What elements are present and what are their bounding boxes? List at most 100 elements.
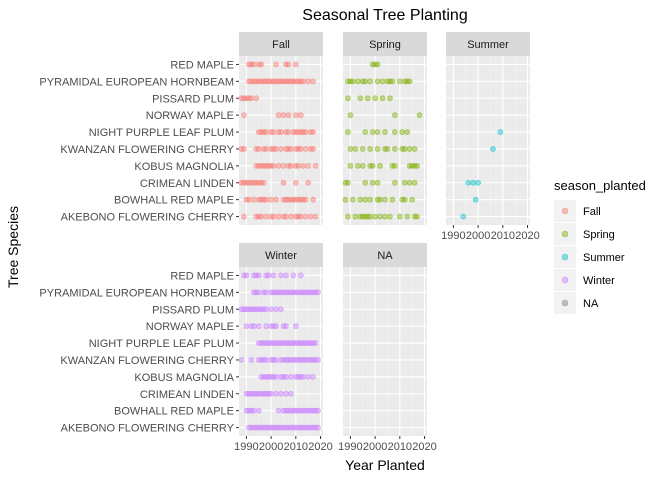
point-spring-pissard-plum-2000: [372, 95, 379, 102]
point-winter-pyramidal-european-hornbeam-1998: [263, 289, 270, 296]
point-winter-akebono-flowering-cherry-2019: [315, 424, 321, 431]
point-spring-akebono-flowering-cherry-2002: [377, 213, 383, 220]
point-spring-kwanzan-flowering-cherry-1998: [367, 146, 374, 152]
point-spring-crimean-linden-1989: [345, 179, 351, 186]
point-winter-red-maple-2001: [270, 272, 277, 279]
strip-label-summer: Summer: [467, 39, 509, 51]
point-spring-night-purple-leaf-plum-1989: [345, 129, 351, 135]
y-tick-label-norway-maple: NORWAY MAPLE: [146, 321, 234, 333]
point-winter-kobus-magnolia-2008: [287, 373, 294, 380]
point-fall-kwanzan-flowering-cherry-1995: [255, 146, 262, 152]
x-tick-label-2010: 2010: [491, 230, 515, 242]
point-winter-norway-maple-1998: [263, 323, 270, 330]
point-summer-bowhall-red-maple-1999: [472, 196, 479, 203]
point-winter-red-maple-1990: [243, 272, 250, 279]
point-winter-night-purple-leaf-plum-2018: [312, 340, 319, 346]
point-fall-red-maple-1996: [258, 61, 265, 68]
x-tick-label-1990: 1990: [234, 441, 258, 453]
point-fall-red-maple-2010: [292, 61, 299, 68]
point-fall-night-purple-leaf-plum-2001: [270, 129, 277, 135]
y-tick-label-akebono-flowering-cherry: AKEBONO FLOWERING CHERRY: [61, 423, 235, 435]
point-fall-pissard-plum-1992: [248, 95, 255, 102]
point-spring-kobus-magnolia-1995: [359, 162, 366, 169]
point-spring-kwanzan-flowering-cherry-1992: [352, 146, 359, 152]
point-spring-bowhall-red-maple-1998: [367, 196, 374, 203]
legend-key-summer: [554, 246, 576, 268]
panel-background-summer: [446, 56, 530, 225]
point-spring-pissard-plum-2003: [379, 95, 386, 102]
point-fall-red-maple-2007: [285, 61, 292, 68]
point-winter-pissard-plum-1998: [263, 306, 270, 313]
point-fall-kobus-magnolia-2013: [300, 162, 307, 169]
point-spring-pissard-plum-1997: [364, 95, 371, 102]
point-spring-pyramidal-european-hornbeam-1996: [362, 78, 369, 85]
point-fall-kobus-magnolia-2018: [312, 162, 319, 169]
point-spring-night-purple-leaf-plum-2001: [374, 129, 381, 135]
y-tick-label-kwanzan-flowering-cherry: KWANZAN FLOWERING CHERRY: [60, 144, 234, 156]
point-winter-kobus-magnolia-2013: [300, 373, 307, 380]
point-spring-kobus-magnolia-2017: [414, 162, 421, 169]
point-fall-kobus-magnolia-2005: [280, 162, 287, 169]
legend-swatch-winter: [561, 276, 569, 284]
point-spring-crimean-linden-2008: [391, 179, 398, 186]
point-spring-akebono-flowering-cherry-2006: [387, 213, 393, 220]
legend-title: season_planted: [554, 178, 646, 193]
x-tick-label-1990: 1990: [338, 441, 362, 453]
legend-key-fall: [554, 200, 576, 222]
point-winter-crimean-linden-2000: [268, 390, 275, 397]
point-spring-kobus-magnolia-2002: [377, 162, 383, 169]
point-spring-pissard-plum-1989: [345, 95, 351, 102]
point-spring-pyramidal-european-hornbeam-1998: [367, 78, 374, 85]
point-spring-akebono-flowering-cherry-2004: [382, 213, 388, 220]
point-fall-red-maple-2002: [273, 61, 279, 68]
point-spring-norway-maple-2018: [416, 112, 423, 119]
strip-label-fall: Fall: [272, 39, 290, 51]
point-fall-norway-maple-2003: [275, 112, 282, 119]
chart-title: Seasonal Tree Planting: [302, 7, 467, 24]
y-tick-label-kobus-magnolia: KOBUS MAGNOLIA: [134, 372, 234, 384]
y-tick-label-norway-maple: NORWAY MAPLE: [146, 110, 234, 122]
point-winter-crimean-linden-2004: [278, 390, 284, 397]
strip-spring: [343, 32, 427, 56]
y-tick-label-pyramidal-european-hornbeam: PYRAMIDAL EUROPEAN HORNBEAM: [39, 287, 234, 299]
point-fall-crimean-linden-2010: [292, 179, 299, 186]
point-winter-norway-maple-2006: [283, 323, 289, 330]
point-spring-night-purple-leaf-plum-2013: [404, 129, 411, 135]
point-winter-kobus-magnolia-2015: [305, 373, 312, 380]
point-fall-kobus-magnolia-2011: [295, 162, 302, 169]
legend-label-spring: Spring: [583, 229, 615, 241]
point-fall-kwanzan-flowering-cherry-2017: [310, 146, 317, 152]
strip-label-winter: Winter: [265, 250, 297, 262]
point-winter-bowhall-red-maple-2019: [315, 407, 321, 414]
point-spring-bowhall-red-maple-2002: [377, 196, 383, 203]
point-spring-akebono-flowering-cherry-1992: [352, 213, 359, 220]
point-winter-norway-maple-2010: [292, 323, 299, 330]
point-winter-pissard-plum-2002: [273, 306, 279, 313]
x-tick-label-2020: 2020: [412, 441, 436, 453]
point-summer-kwanzan-flowering-cherry-2006: [490, 146, 496, 152]
point-spring-akebono-flowering-cherry-1989: [345, 213, 351, 220]
y-tick-label-bowhall-red-maple: BOWHALL RED MAPLE: [114, 195, 234, 207]
panel-background-na: [343, 267, 427, 436]
x-tick-label-2000: 2000: [363, 441, 387, 453]
y-tick-label-bowhall-red-maple: BOWHALL RED MAPLE: [114, 406, 234, 418]
point-spring-akebono-flowering-cherry-2010: [396, 213, 403, 220]
point-fall-akebono-flowering-cherry-2008: [287, 213, 294, 220]
point-fall-akebono-flowering-cherry-2006: [283, 213, 289, 220]
point-spring-bowhall-red-maple-2012: [401, 196, 408, 203]
point-spring-kwanzan-flowering-cherry-2014: [406, 146, 413, 152]
point-fall-kwanzan-flowering-cherry-1998: [263, 146, 270, 152]
point-spring-crimean-linden-2012: [401, 179, 408, 186]
point-winter-kwanzan-flowering-cherry-1992: [248, 357, 255, 363]
strip-na: [343, 243, 427, 267]
panels-layer: Fall RED MAPLE PYRAMIDAL EUROPEAN HORNBEAM…: [39, 32, 540, 453]
y-tick-label-crimean-linden: CRIMEAN LINDEN: [140, 178, 234, 190]
point-winter-kobus-magnolia-2002: [273, 373, 279, 380]
point-spring-pyramidal-european-hornbeam-2014: [406, 78, 413, 85]
point-fall-bowhall-red-maple-2000: [268, 196, 275, 203]
point-fall-pyramidal-european-hornbeam-2013: [300, 78, 307, 85]
panel-spring: Spring: [342, 32, 427, 225]
point-winter-red-maple-2006: [283, 272, 289, 279]
point-fall-kwanzan-flowering-cherry-2008: [287, 146, 294, 152]
